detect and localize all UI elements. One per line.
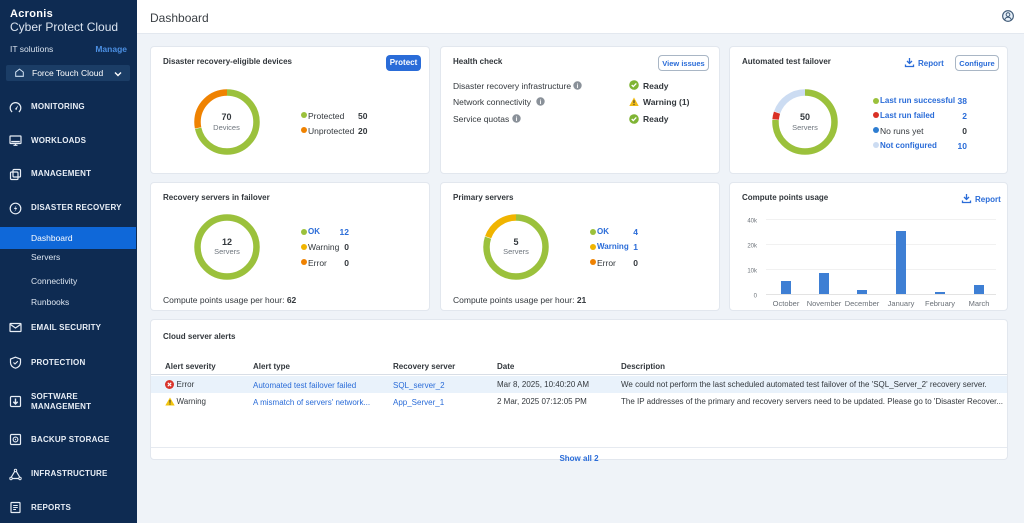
svg-text:10k: 10k — [747, 269, 758, 275]
svg-text:December: December — [845, 299, 880, 308]
svg-text:0: 0 — [754, 294, 758, 300]
svg-text:40k: 40k — [747, 219, 758, 225]
svg-text:i: i — [577, 82, 579, 89]
svg-text:i: i — [516, 116, 518, 123]
svg-text:i: i — [540, 99, 542, 106]
svg-text:January: January — [888, 299, 915, 308]
svg-text:November: November — [807, 299, 842, 308]
svg-text:20k: 20k — [747, 244, 758, 250]
svg-text:October: October — [773, 299, 800, 308]
svg-text:March: March — [969, 299, 990, 308]
svg-text:February: February — [925, 299, 955, 308]
